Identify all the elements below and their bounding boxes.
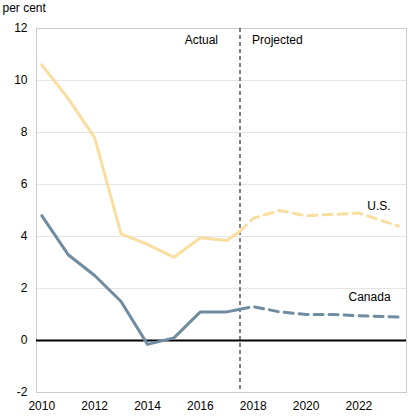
svg-text:6: 6 xyxy=(21,177,28,191)
svg-text:2010: 2010 xyxy=(28,399,55,413)
svg-text:U.S.: U.S. xyxy=(367,199,390,213)
svg-text:2022: 2022 xyxy=(346,399,373,413)
svg-text:Projected: Projected xyxy=(252,33,303,47)
svg-text:2014: 2014 xyxy=(134,399,161,413)
svg-text:2012: 2012 xyxy=(81,399,108,413)
svg-text:10: 10 xyxy=(14,73,28,87)
svg-text:2018: 2018 xyxy=(240,399,267,413)
svg-text:2016: 2016 xyxy=(187,399,214,413)
svg-text:2020: 2020 xyxy=(293,399,320,413)
svg-text:0: 0 xyxy=(21,333,28,347)
svg-text:Actual: Actual xyxy=(185,33,218,47)
svg-text:Canada: Canada xyxy=(349,290,391,304)
svg-text:12: 12 xyxy=(14,21,28,35)
svg-text:per cent: per cent xyxy=(3,1,47,15)
svg-text:8: 8 xyxy=(21,125,28,139)
svg-text:2: 2 xyxy=(21,281,28,295)
svg-text:4: 4 xyxy=(21,229,28,243)
svg-text:-2: -2 xyxy=(17,385,28,399)
